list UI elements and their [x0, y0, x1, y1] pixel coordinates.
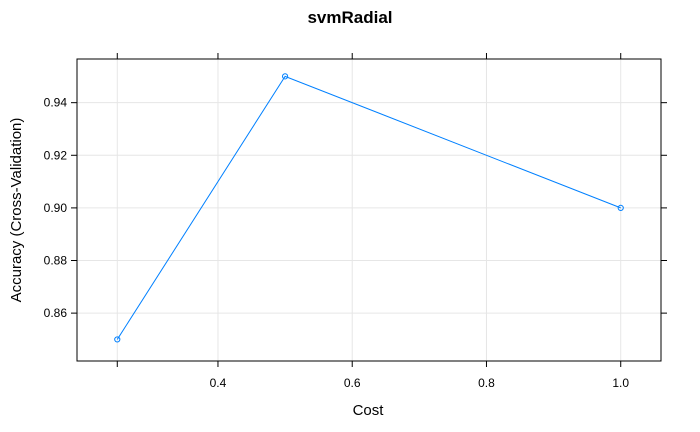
y-axis-label: Accuracy (Cross-Validation) — [8, 118, 25, 303]
plot-frame — [76, 58, 662, 362]
y-tick-label: 0.88 — [44, 254, 68, 268]
x-tick-label: 0.4 — [210, 376, 227, 390]
y-tick-label: 0.94 — [44, 96, 68, 110]
series-layer — [114, 73, 624, 343]
ticks: 0.4 0.6 0.8 1.0 0.86 0.88 0.90 0.92 0.94 — [44, 53, 667, 390]
series-line — [116, 75, 621, 340]
grid — [77, 59, 661, 361]
x-axis-label: Cost — [353, 402, 385, 419]
chart-title: svmRadial — [307, 8, 392, 27]
x-tick-label: 0.6 — [344, 376, 361, 390]
data-point — [114, 336, 121, 343]
data-point — [617, 204, 624, 211]
y-tick-label: 0.86 — [44, 306, 68, 320]
x-tick-label: 1.0 — [612, 376, 629, 390]
x-tick-label: 0.8 — [478, 376, 495, 390]
data-point — [281, 73, 289, 80]
y-tick-label: 0.90 — [44, 201, 68, 215]
y-tick-label: 0.92 — [44, 148, 68, 162]
